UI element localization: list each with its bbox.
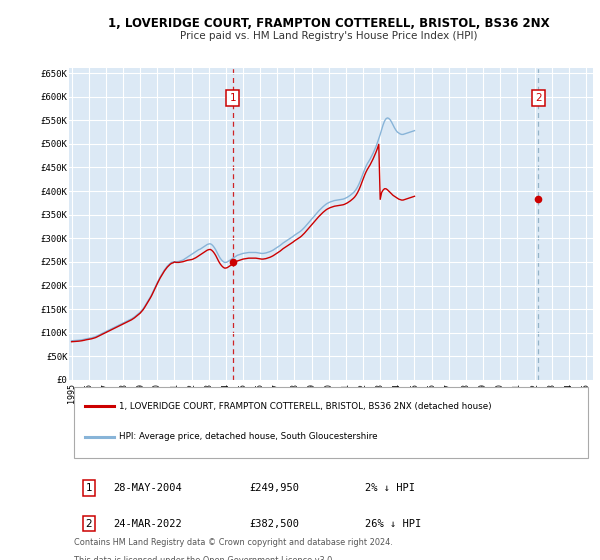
Text: 2: 2: [86, 519, 92, 529]
Text: Contains HM Land Registry data © Crown copyright and database right 2024.: Contains HM Land Registry data © Crown c…: [74, 538, 393, 547]
Text: 28-MAY-2004: 28-MAY-2004: [113, 483, 182, 493]
Text: 24-MAR-2022: 24-MAR-2022: [113, 519, 182, 529]
Text: This data is licensed under the Open Government Licence v3.0.: This data is licensed under the Open Gov…: [74, 556, 335, 560]
Text: Price paid vs. HM Land Registry's House Price Index (HPI): Price paid vs. HM Land Registry's House …: [180, 31, 478, 41]
Text: 1: 1: [86, 483, 92, 493]
Text: 1, LOVERIDGE COURT, FRAMPTON COTTERELL, BRISTOL, BS36 2NX (detached house): 1, LOVERIDGE COURT, FRAMPTON COTTERELL, …: [119, 402, 491, 410]
Text: 26% ↓ HPI: 26% ↓ HPI: [365, 519, 421, 529]
Text: 2: 2: [535, 93, 542, 103]
Text: 1, LOVERIDGE COURT, FRAMPTON COTTERELL, BRISTOL, BS36 2NX: 1, LOVERIDGE COURT, FRAMPTON COTTERELL, …: [108, 17, 550, 30]
FancyBboxPatch shape: [74, 387, 587, 458]
Text: 1: 1: [230, 93, 236, 103]
Text: HPI: Average price, detached house, South Gloucestershire: HPI: Average price, detached house, Sout…: [119, 432, 377, 441]
Text: £382,500: £382,500: [250, 519, 300, 529]
Text: 2% ↓ HPI: 2% ↓ HPI: [365, 483, 415, 493]
Text: £249,950: £249,950: [250, 483, 300, 493]
